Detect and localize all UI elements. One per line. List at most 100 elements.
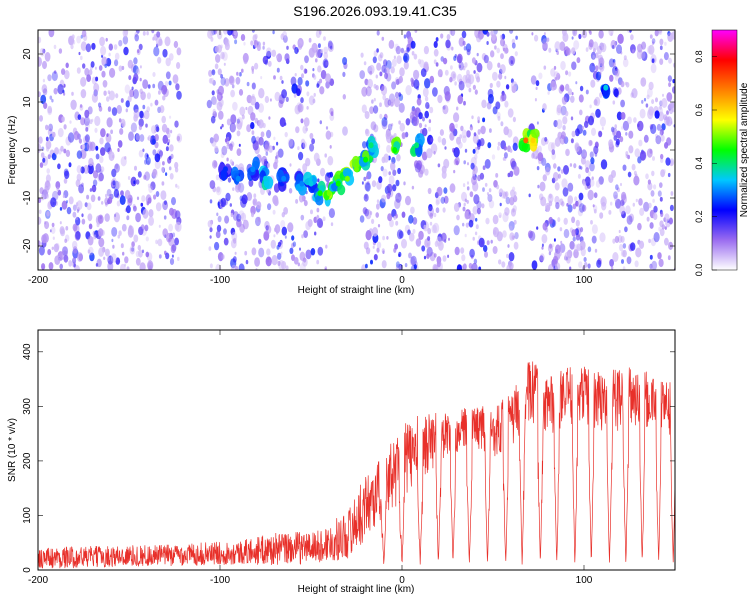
spectrogram-y-label: Frequency (Hz) — [7, 116, 18, 185]
spectrogram-cell — [488, 199, 495, 209]
spectrogram-cell — [214, 63, 219, 70]
spectrogram-cell — [643, 201, 650, 212]
signal-track-core — [392, 147, 398, 153]
spectrogram-cell — [217, 30, 223, 40]
spectrogram-cell — [143, 110, 150, 120]
spectrogram-cell — [453, 147, 460, 158]
spectrogram-cell — [38, 216, 42, 225]
spectrogram-cell — [637, 120, 644, 132]
spectrogram-cell — [127, 95, 132, 103]
spectrogram-cell — [50, 197, 57, 208]
spectrogram-cell — [325, 126, 329, 130]
spectrogram-cell — [389, 98, 395, 107]
spectrogram-cell — [444, 69, 449, 76]
spectrogram-cell — [51, 222, 55, 228]
spectrogram-cell — [250, 122, 255, 130]
spectrogram-cell — [391, 58, 397, 67]
spectrogram-cell — [477, 116, 481, 122]
spectrogram-cell — [54, 147, 59, 155]
spectrogram-cell — [175, 221, 182, 232]
spectrogram-cell — [65, 62, 69, 69]
spectrogram-cell — [486, 31, 490, 37]
spectrogram-cell — [266, 248, 271, 256]
spectrogram-cell — [584, 152, 587, 157]
spectrogram-cell — [133, 114, 138, 122]
spectrogram-cell — [666, 110, 669, 115]
spectrogram-cell — [541, 246, 544, 250]
spectrogram-cell — [64, 70, 70, 80]
spectrogram-cell — [303, 200, 308, 207]
spectrogram-cell — [404, 263, 408, 268]
spectrogram-cell — [216, 186, 221, 193]
spectrogram-cell — [115, 163, 119, 170]
spectrogram-cell — [61, 116, 65, 123]
spectrogram-cell — [229, 159, 233, 165]
spectrogram-cell — [379, 71, 383, 77]
spectrogram-cell — [162, 228, 168, 238]
spectrogram-cell — [101, 201, 104, 205]
spectrogram-cell — [435, 196, 441, 205]
spectrogram-cell — [125, 205, 131, 214]
spectrogram-cell — [342, 71, 346, 77]
spectrogram-cell — [650, 123, 657, 135]
spectrogram-cell — [433, 150, 436, 155]
spectrogram-cell — [363, 176, 367, 182]
spectrogram-cell — [449, 30, 453, 35]
spectrogram-cell — [589, 151, 594, 159]
spectrogram-cell — [511, 38, 516, 45]
spectrogram-cell — [469, 191, 474, 198]
spectrogram-cell — [87, 163, 94, 175]
spectrogram-cell — [381, 36, 385, 41]
spectrogram-cell — [162, 48, 168, 58]
spectrogram-cell — [98, 105, 103, 112]
spectrogram-cell — [97, 172, 103, 182]
spectrogram-cell — [618, 229, 621, 234]
spectrogram-cell — [569, 163, 573, 167]
spectrogram-cell — [138, 43, 143, 51]
spectrogram-cell — [551, 243, 555, 248]
spectrogram-cell — [371, 218, 375, 224]
spectrogram-cell — [277, 260, 281, 266]
spectrogram-cell — [281, 260, 287, 270]
spectrogram-cell — [578, 165, 581, 170]
spectrogram-cell — [52, 236, 55, 240]
spectrogram-cell — [84, 121, 90, 130]
spectrogram-cell — [223, 30, 228, 35]
spectrogram-cell — [124, 84, 131, 94]
spectrogram-cell — [557, 131, 563, 140]
spectrogram-cell — [63, 92, 66, 96]
spectrogram-cell — [55, 181, 61, 190]
spectrogram-cell — [69, 120, 72, 124]
spectrogram-cell — [124, 256, 129, 264]
spectrogram-cell — [251, 247, 257, 256]
spectrogram-cell — [530, 75, 537, 85]
spectrogram-cell — [534, 34, 539, 42]
spectrogram-cell — [566, 47, 571, 56]
spectrogram-cell — [562, 125, 566, 131]
spectrogram-cell — [468, 262, 473, 269]
spectrogram-cell — [464, 148, 468, 153]
spectrogram-cell — [300, 214, 305, 221]
spectrogram-cell — [468, 87, 472, 93]
spectrogram-cell — [409, 256, 416, 266]
spectrogram-cell — [393, 55, 396, 60]
spectrogram-cell — [293, 257, 299, 265]
spectrogram-cell — [578, 203, 585, 213]
spectrogram-cell — [88, 69, 93, 76]
spectrogram-cell — [113, 212, 120, 223]
spectrogram-cell — [543, 65, 547, 70]
spectrogram-cell — [539, 253, 545, 262]
spectrogram-cell — [288, 139, 295, 149]
spectrogram-cell — [427, 206, 434, 217]
spectrogram-cell — [555, 244, 561, 254]
spectrogram-cell — [539, 255, 544, 263]
spectrogram-cell — [627, 171, 632, 178]
spectrogram-cell — [504, 100, 509, 108]
spectrogram-cell — [578, 192, 584, 201]
spectrogram-cell — [85, 43, 92, 53]
spectrogram-cell — [528, 193, 531, 198]
spectrogram-cell — [308, 37, 312, 43]
spectrogram-cell — [402, 133, 405, 138]
spectrogram-cell — [98, 65, 103, 71]
spectrogram-cell — [57, 84, 64, 95]
